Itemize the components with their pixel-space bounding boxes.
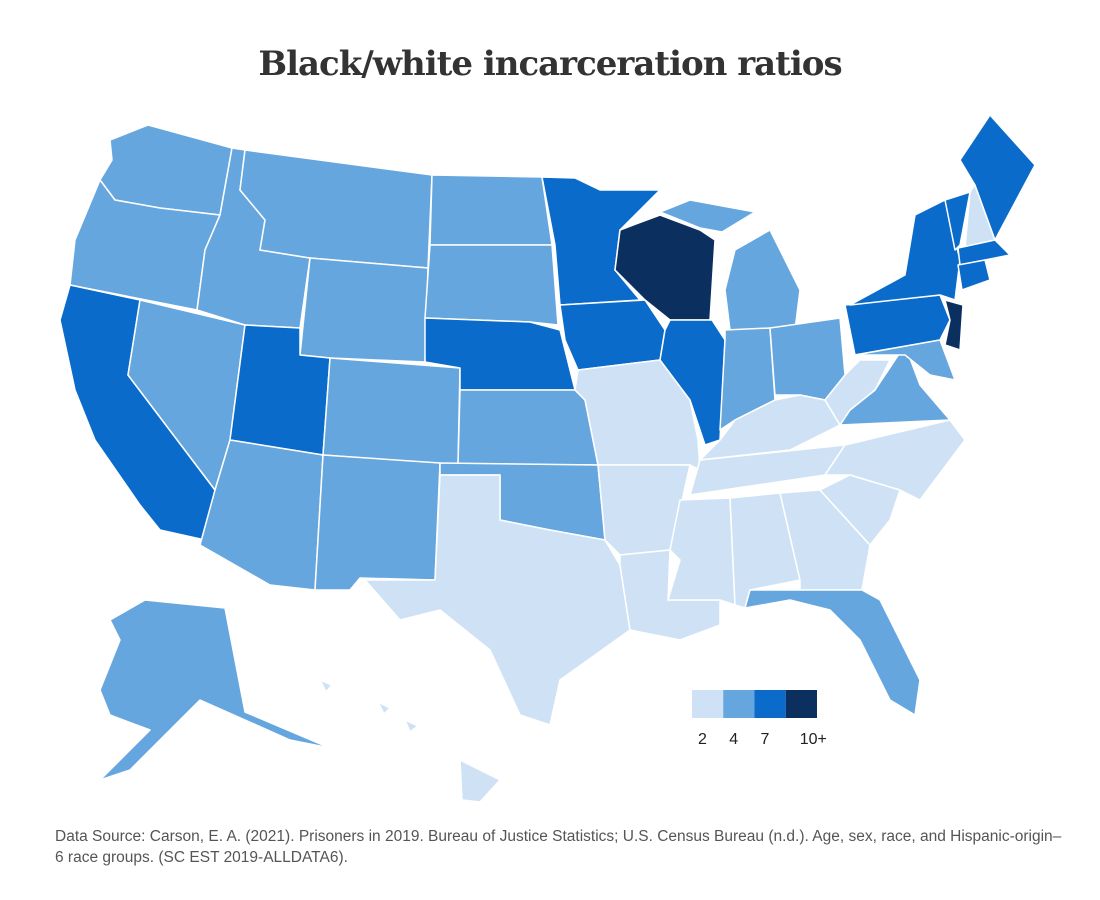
state (819, 474, 901, 546)
state (824, 359, 891, 426)
state (314, 454, 441, 591)
legend-label: 4 (729, 731, 738, 748)
legend-swatch (723, 690, 755, 718)
state (619, 549, 721, 641)
state (849, 199, 961, 306)
state (424, 244, 559, 326)
state (957, 259, 991, 291)
source-note: Data Source: Carson, E. A. (2021). Priso… (55, 828, 1062, 866)
state (457, 389, 599, 466)
state (667, 497, 736, 606)
state (319, 679, 501, 803)
state (769, 317, 846, 401)
state (429, 174, 553, 246)
state (944, 191, 971, 251)
state (824, 419, 966, 501)
title: Black/white incarceration ratios (258, 44, 842, 84)
state (659, 319, 726, 446)
state (744, 589, 921, 716)
legend-label: 10+ (800, 731, 827, 748)
state (299, 257, 429, 363)
legend-label: 7 (761, 731, 770, 748)
state (854, 339, 956, 381)
state (239, 149, 433, 269)
legend-swatch (785, 690, 817, 718)
state (559, 299, 666, 371)
state (959, 114, 1036, 241)
state (944, 299, 964, 351)
state (957, 239, 1011, 266)
legend-swatch (754, 690, 786, 718)
state (364, 474, 631, 726)
state (322, 357, 461, 466)
legend-label: 2 (698, 731, 707, 748)
legend-swatch (692, 690, 724, 718)
state (99, 599, 331, 781)
